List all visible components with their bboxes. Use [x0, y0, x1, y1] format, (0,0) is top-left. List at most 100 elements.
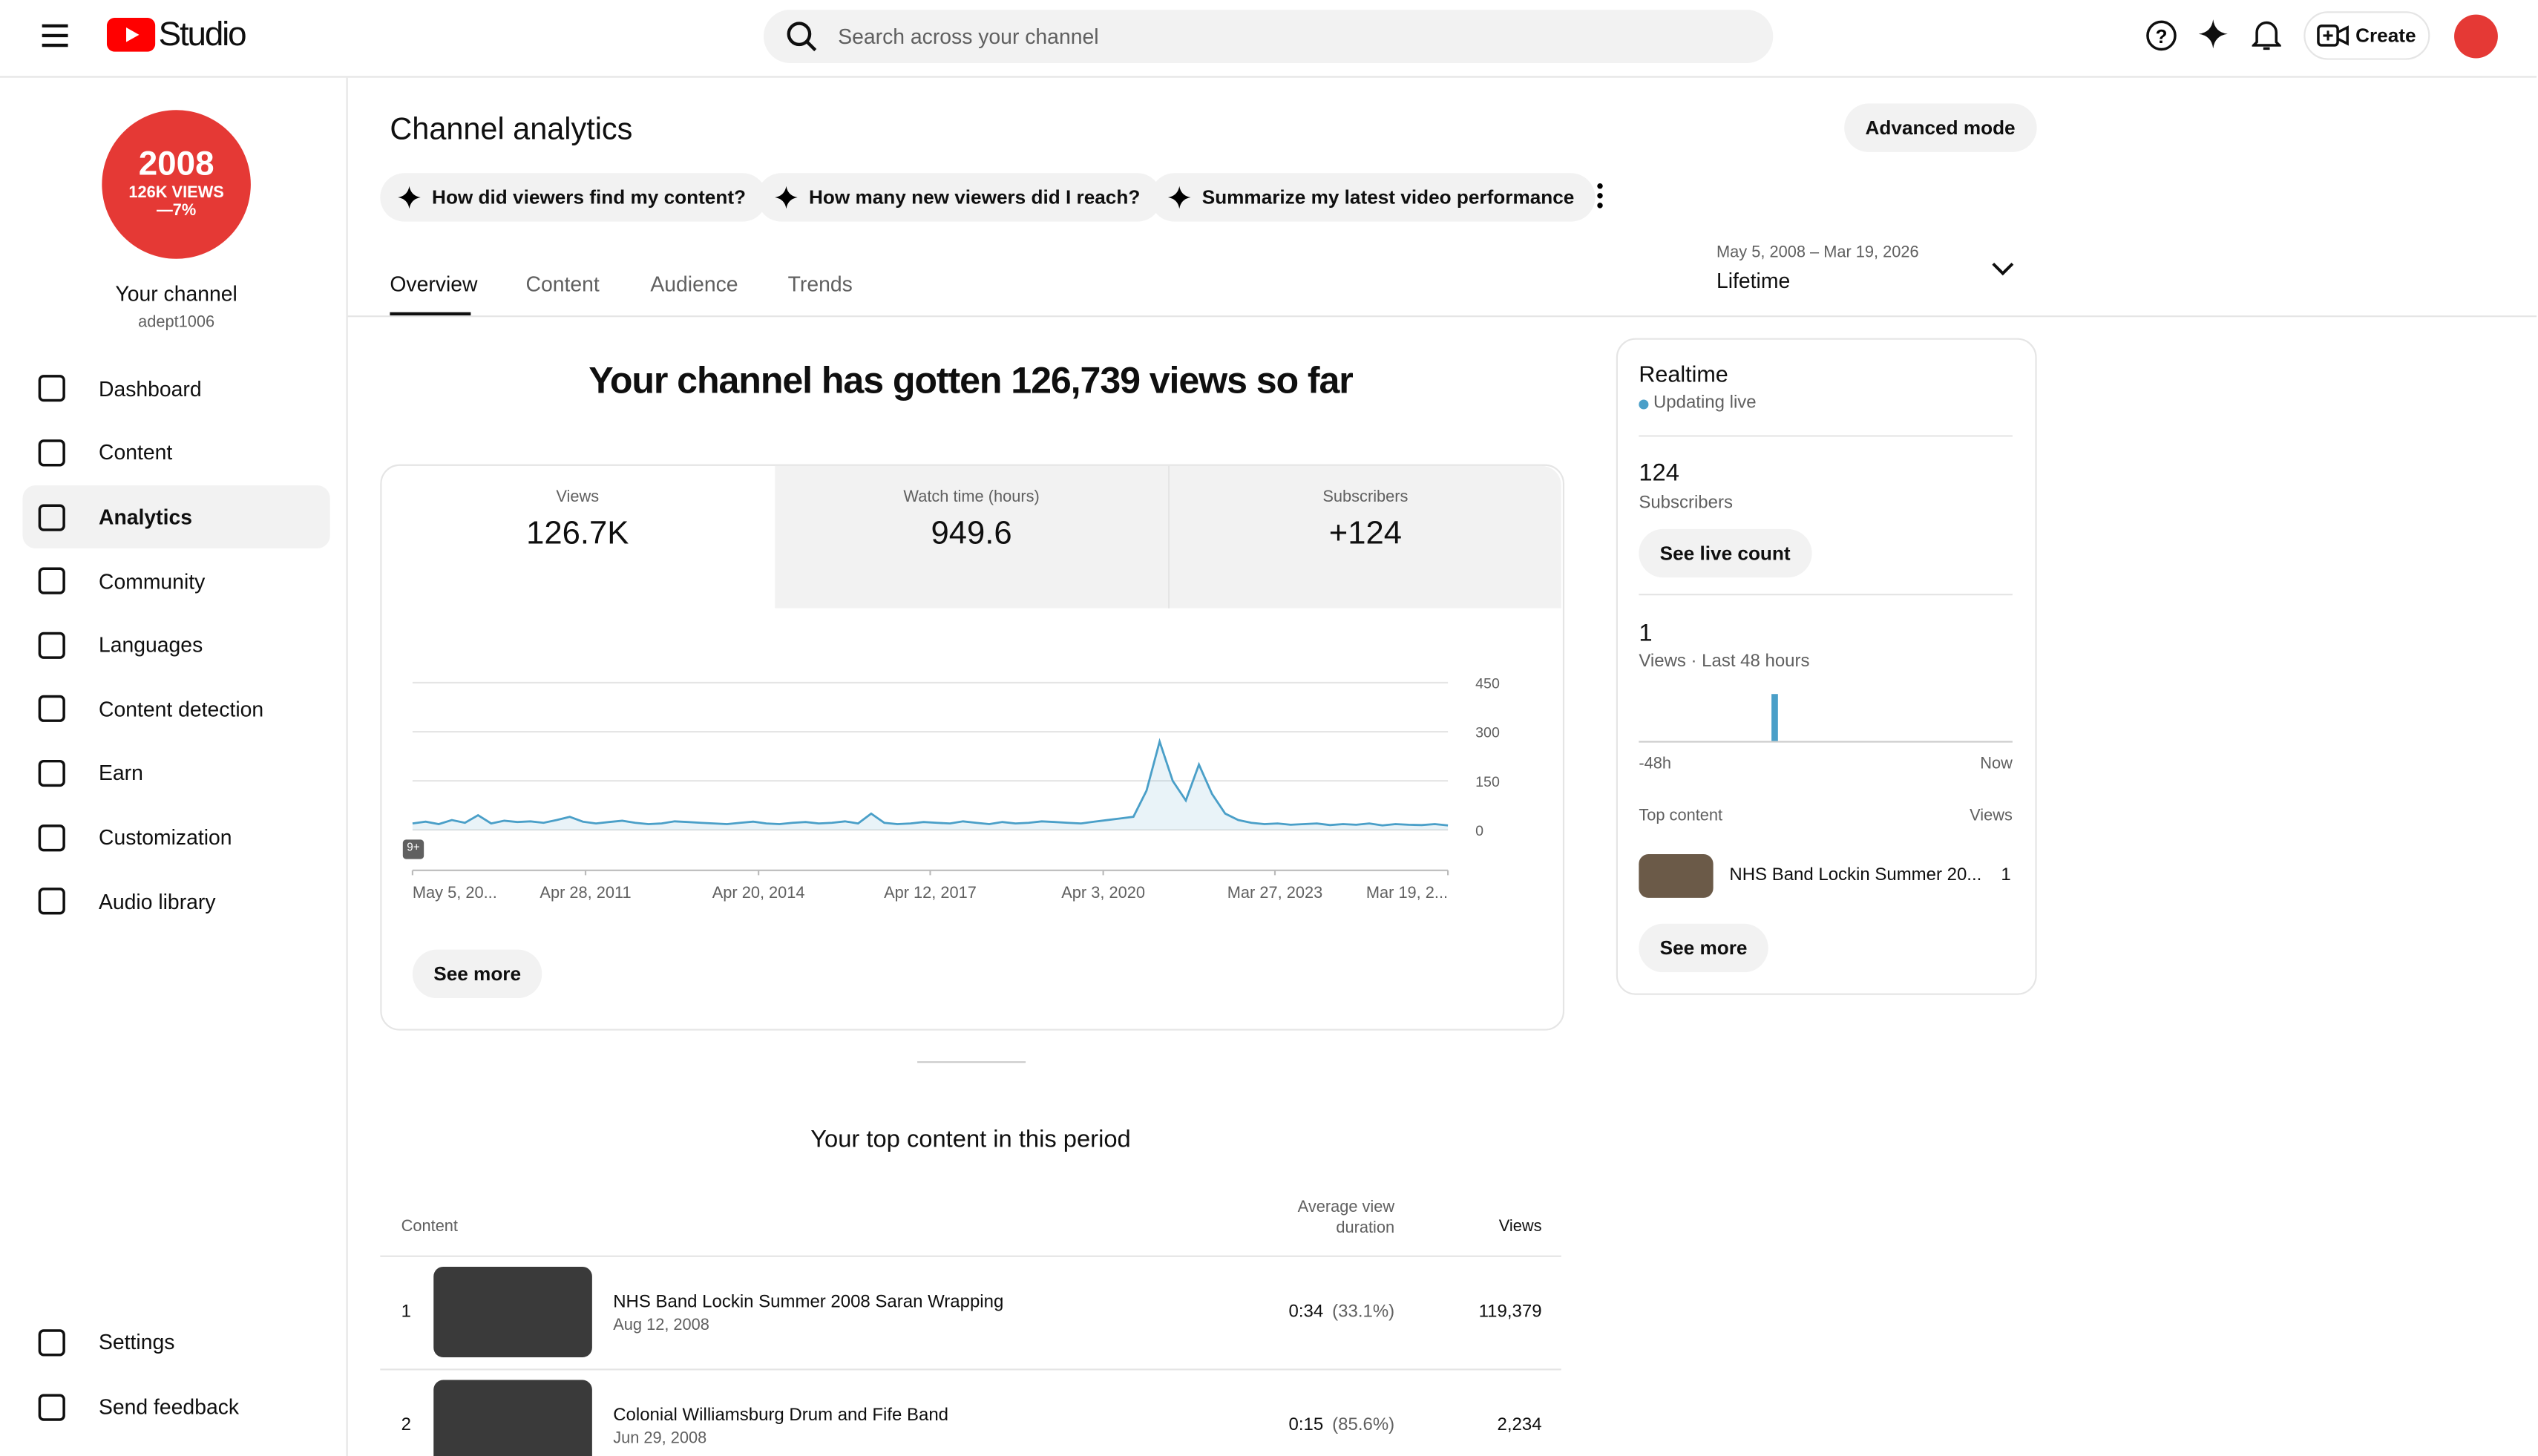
nav-icon: [38, 1328, 65, 1356]
more-options[interactable]: [1595, 183, 1604, 209]
separator: [917, 1061, 1026, 1063]
menu-button[interactable]: [41, 23, 70, 49]
date-range[interactable]: May 5, 2008 – Mar 19, 2026: [1716, 244, 1919, 263]
metric-label: Watch time (hours): [903, 488, 1040, 507]
tab[interactable]: Audience: [650, 272, 738, 296]
views-column: Views: [1970, 807, 2013, 825]
metric-value: +124: [1328, 516, 1403, 552]
create-label[interactable]: Create: [2355, 24, 2416, 47]
advanced-mode-button[interactable]: Advanced mode: [1844, 103, 2036, 152]
live-status: Updating live: [1653, 393, 1757, 413]
prompt-chip[interactable]: How many new viewers did I reach?: [757, 173, 1161, 222]
avatar-line: 126K VIEWS: [128, 184, 224, 203]
nav-icon: [38, 1393, 65, 1420]
x-tick-label: Mar 19, 2...: [1366, 883, 1448, 902]
see-more-button[interactable]: See more: [412, 949, 542, 999]
nav-icon: [38, 503, 65, 531]
nav-label: Community: [98, 568, 206, 594]
nav-label: Content: [98, 440, 173, 465]
search-icon: [787, 22, 817, 52]
mini-axis: [1639, 741, 2013, 743]
live-dot: [1639, 399, 1649, 410]
x-tick-label: Apr 20, 2014: [712, 883, 805, 902]
see-live-button[interactable]: See live count: [1639, 528, 1811, 578]
video-title[interactable]: NHS Band Lockin Summer 2008 Saran Wrappi…: [613, 1292, 1004, 1312]
metric-value: 949.6: [931, 516, 1012, 552]
tab[interactable]: Overview: [390, 272, 478, 296]
y-tick-label: 150: [1475, 774, 1500, 790]
channel-avatar[interactable]: 2008 126K VIEWS —7%: [102, 110, 251, 259]
help-icon[interactable]: ?: [2145, 19, 2178, 52]
nav-icon: [38, 824, 65, 851]
thumbnail[interactable]: [433, 1380, 592, 1456]
nav-item[interactable]: Dashboard: [23, 357, 330, 420]
channel-name: Your channel: [115, 281, 237, 306]
sparkle-icon: [1167, 186, 1191, 209]
divider: [1639, 435, 2013, 437]
tab[interactable]: Trends: [787, 272, 853, 296]
see-more-button[interactable]: See more: [1639, 923, 1768, 973]
dropdown-icon[interactable]: [1992, 260, 2015, 277]
nav-item[interactable]: Analytics: [23, 485, 330, 548]
tab-indicator: [390, 312, 471, 316]
sparkle-icon: [398, 186, 421, 209]
nav-label: Customization: [98, 824, 232, 850]
account-avatar[interactable]: [2454, 14, 2498, 59]
views: 119,379: [1478, 1302, 1542, 1322]
nav-item[interactable]: Audio library: [23, 870, 330, 933]
nav-label: Earn: [98, 761, 143, 786]
duration-percent: (85.6%): [1332, 1415, 1395, 1435]
thumbnail[interactable]: [433, 1266, 592, 1358]
nav-icon: [38, 759, 65, 787]
nav-icon: [38, 567, 65, 594]
x-tick-label: Mar 27, 2023: [1227, 883, 1322, 902]
video-date: Jun 29, 2008: [613, 1430, 707, 1449]
tab[interactable]: Content: [525, 272, 600, 296]
row-divider: [380, 1255, 1561, 1257]
item-views: 1: [2001, 865, 2011, 885]
nav-item[interactable]: Settings: [23, 1311, 330, 1374]
notifications-icon[interactable]: [2252, 18, 2281, 52]
y-tick-label: 0: [1475, 823, 1483, 839]
axis-end: Now: [1980, 755, 2013, 774]
realtime-bar: [1771, 694, 1778, 741]
tab-divider: [347, 315, 2537, 318]
nav-item[interactable]: Languages: [23, 614, 330, 677]
nav-item[interactable]: Send feedback: [23, 1375, 330, 1438]
thumbnail[interactable]: [1639, 854, 1714, 898]
sparkle-icon[interactable]: [2198, 19, 2228, 49]
column-header: Views: [1498, 1218, 1542, 1236]
subscriber-count: 124: [1639, 459, 1679, 488]
nav-item[interactable]: Community: [23, 549, 330, 612]
metric-divider: [1167, 465, 1170, 609]
avatar-line: —7%: [156, 202, 197, 220]
create-button[interactable]: [2303, 11, 2430, 60]
button-label: See more: [1659, 937, 1748, 960]
prompt-chip[interactable]: How did viewers find my content?: [380, 173, 767, 222]
nav-icon: [38, 888, 65, 915]
nav-item[interactable]: Content: [23, 422, 330, 485]
annotation-badge[interactable]: 9+: [402, 839, 424, 859]
logo-icon[interactable]: [106, 17, 156, 52]
prompt-chip[interactable]: Summarize my latest video performance: [1150, 173, 1596, 222]
views-count: 1: [1639, 619, 1653, 647]
date-label[interactable]: Lifetime: [1716, 268, 1791, 293]
button-label: See live count: [1659, 542, 1791, 565]
metric-label: Views: [556, 488, 600, 507]
duration-percent: (33.1%): [1332, 1302, 1395, 1322]
nav-item[interactable]: Customization: [23, 806, 330, 869]
section-title: Your top content in this period: [810, 1126, 1131, 1154]
y-tick-label: 450: [1475, 676, 1500, 692]
video-title[interactable]: Colonial Williamsburg Drum and Fife Band: [613, 1406, 949, 1426]
duration: 0:15: [1288, 1415, 1324, 1435]
search-placeholder[interactable]: Search across your channel: [838, 24, 1099, 49]
item-title[interactable]: NHS Band Lockin Summer 20...: [1729, 865, 1982, 885]
line: [412, 738, 1449, 827]
nav-item[interactable]: Content detection: [23, 678, 330, 741]
search-box[interactable]: [763, 10, 1774, 64]
nav-item[interactable]: Earn: [23, 741, 330, 804]
brand[interactable]: Studio: [158, 16, 247, 53]
x-tick-label: Apr 3, 2020: [1061, 883, 1145, 902]
views-label: Views · Last 48 hours: [1639, 652, 1810, 672]
